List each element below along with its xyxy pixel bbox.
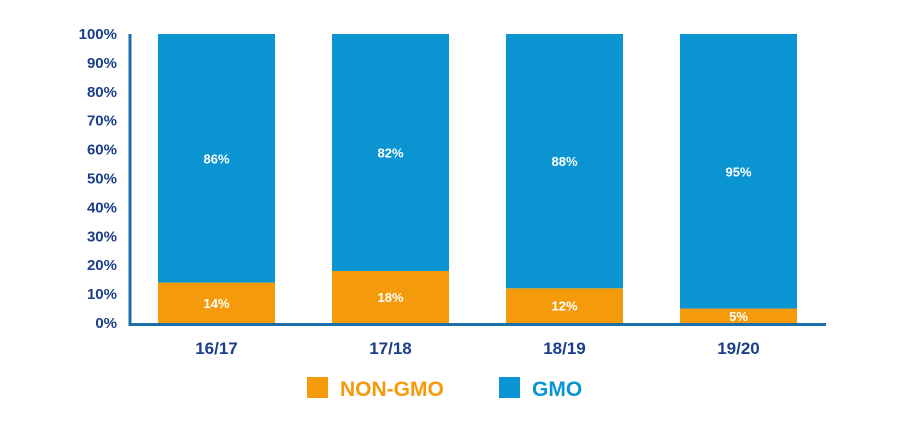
x-axis-labels: 16/17 17/18 18/19 19/20	[195, 339, 760, 358]
y-tick-label: 40%	[87, 199, 117, 216]
legend-label-gmo: GMO	[532, 378, 582, 401]
y-tick-label: 60%	[87, 142, 117, 159]
data-label-gmo-16-17: 86%	[203, 151, 229, 166]
data-labels-group: 14% 86% 18% 82% 12% 88% 5% 95%	[203, 145, 751, 323]
data-label-non-gmo-17-18: 18%	[377, 290, 403, 305]
y-tick-label: 100%	[79, 26, 117, 43]
bar-non-gmo-19-20	[680, 308, 797, 323]
x-category-label: 19/20	[717, 339, 760, 358]
data-label-non-gmo-19-20: 5%	[729, 309, 748, 324]
y-tick-label: 20%	[87, 257, 117, 274]
y-tick-label: 0%	[95, 315, 117, 332]
bar-non-gmo-17-18	[332, 270, 449, 323]
legend-label-non-gmo: NON-GMO	[340, 378, 444, 401]
bar-gmo-18-19	[506, 34, 623, 289]
legend-swatch-gmo	[499, 377, 520, 398]
x-category-label: 18/19	[543, 339, 586, 358]
data-label-non-gmo-16-17: 14%	[203, 296, 229, 311]
data-label-gmo-17-18: 82%	[377, 145, 403, 160]
bar-gmo-19-20	[680, 34, 797, 309]
data-label-non-gmo-18-19: 12%	[551, 299, 577, 314]
y-tick-label: 80%	[87, 84, 117, 101]
data-label-gmo-19-20: 95%	[725, 164, 751, 179]
y-tick-label: 30%	[87, 228, 117, 245]
legend: NON-GMO GMO	[307, 377, 582, 401]
y-tick-label: 50%	[87, 171, 117, 188]
bar-non-gmo-18-19	[506, 288, 623, 323]
x-category-label: 17/18	[369, 339, 412, 358]
x-category-label: 16/17	[195, 339, 238, 358]
y-tick-label: 90%	[87, 55, 117, 72]
y-tick-label: 70%	[87, 113, 117, 130]
bar-non-gmo-16-17	[158, 282, 275, 323]
legend-swatch-non-gmo	[307, 377, 328, 398]
bar-gmo-16-17	[158, 34, 275, 283]
bar-gmo-17-18	[332, 34, 449, 271]
data-label-gmo-18-19: 88%	[551, 154, 577, 169]
y-axis-ticks: 0% 10% 20% 30% 40% 50% 60% 70% 80% 90% 100%	[79, 26, 117, 332]
y-tick-label: 10%	[87, 286, 117, 303]
bars-group	[158, 34, 797, 323]
